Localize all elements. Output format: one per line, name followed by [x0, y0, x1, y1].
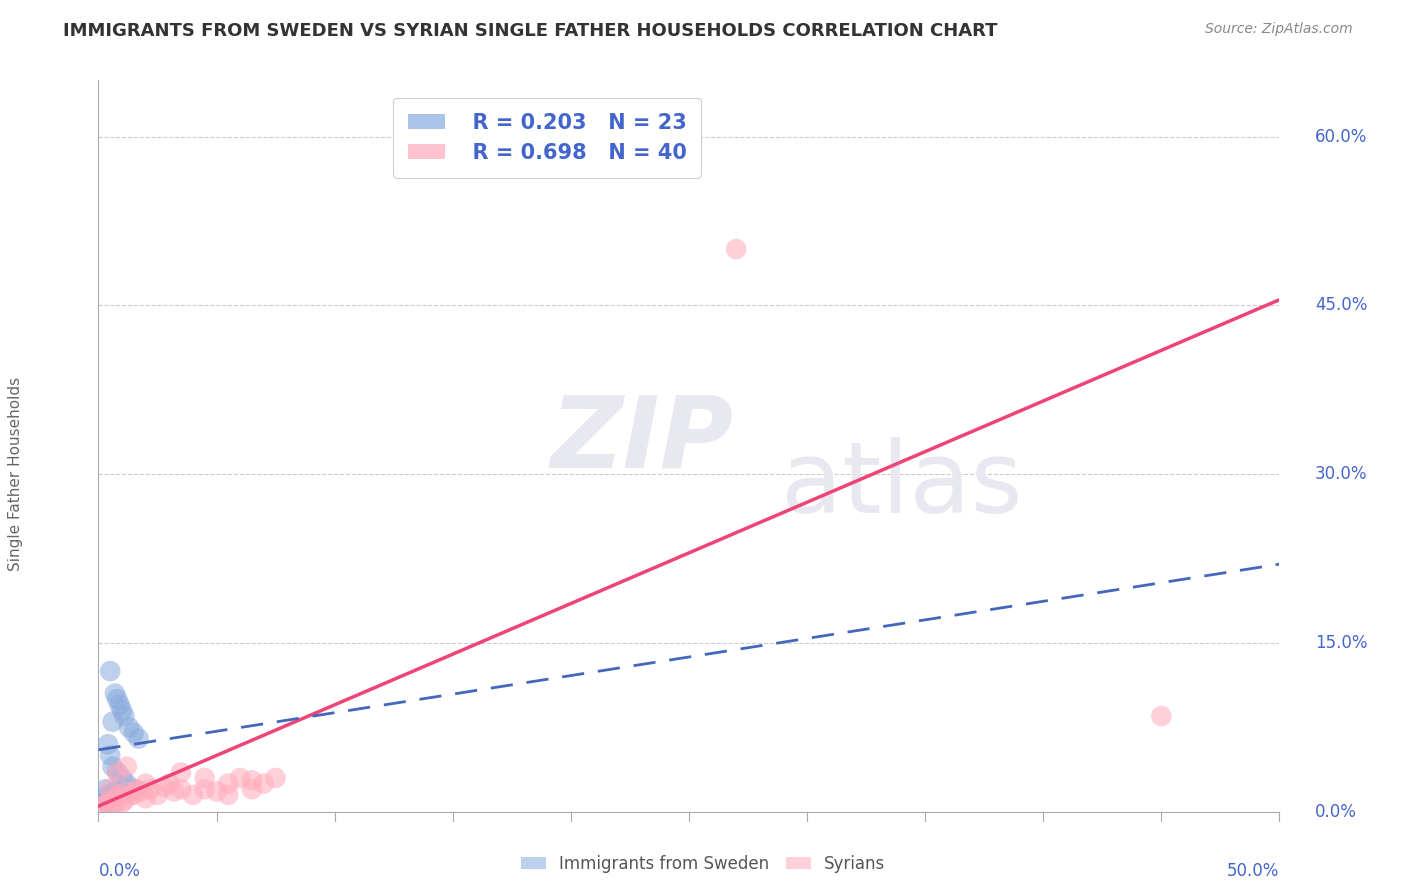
Point [115, 760, 138, 774]
Point [139, 782, 162, 797]
Point [104, 791, 127, 805]
Point [94, 799, 117, 814]
Point [1150, 709, 1173, 723]
Point [104, 784, 127, 798]
Point [229, 771, 252, 785]
Point [105, 692, 128, 706]
Point [122, 726, 145, 740]
Point [122, 788, 145, 802]
Text: 15.0%: 15.0% [1315, 634, 1368, 652]
Text: Source: ZipAtlas.com: Source: ZipAtlas.com [1205, 22, 1353, 37]
Point [108, 698, 131, 712]
Point [111, 796, 134, 810]
Point [240, 773, 263, 788]
Point [725, 242, 748, 256]
Point [111, 771, 134, 785]
Point [146, 788, 169, 802]
Point [163, 784, 186, 798]
Point [240, 782, 263, 797]
Point [170, 765, 193, 780]
Point [115, 784, 138, 798]
Text: 0.0%: 0.0% [1315, 803, 1357, 821]
Point [91, 799, 114, 814]
Point [108, 788, 131, 802]
Point [118, 720, 141, 734]
Point [157, 776, 180, 790]
Text: 30.0%: 30.0% [1315, 465, 1368, 483]
Point [181, 788, 204, 802]
Point [194, 782, 217, 797]
Point [122, 782, 145, 797]
Point [153, 780, 176, 794]
Point [98, 793, 121, 807]
Point [101, 760, 124, 774]
Point [264, 771, 287, 785]
Point [97, 796, 120, 810]
Point [135, 776, 157, 790]
Point [205, 784, 228, 798]
Point [104, 687, 127, 701]
Point [129, 784, 152, 798]
Point [128, 731, 150, 746]
Text: Single Father Households: Single Father Households [8, 377, 24, 571]
Legend:   R = 0.203   N = 23,   R = 0.698   N = 40: R = 0.203 N = 23, R = 0.698 N = 40 [394, 98, 702, 178]
Point [98, 748, 121, 763]
Text: 45.0%: 45.0% [1315, 296, 1367, 314]
Text: 50.0%: 50.0% [1227, 863, 1279, 880]
Point [121, 788, 143, 802]
Point [112, 793, 135, 807]
Point [170, 782, 193, 797]
Point [105, 795, 128, 809]
Point [101, 714, 124, 729]
Point [101, 799, 124, 814]
Point [98, 664, 121, 678]
Point [105, 765, 128, 780]
Text: 60.0%: 60.0% [1315, 128, 1367, 145]
Point [97, 788, 120, 802]
Point [101, 797, 124, 812]
Point [217, 776, 239, 790]
Legend: Immigrants from Sweden, Syrians: Immigrants from Sweden, Syrians [515, 848, 891, 880]
Point [105, 765, 128, 780]
Point [111, 703, 134, 717]
Point [194, 771, 217, 785]
Point [98, 793, 121, 807]
Point [112, 709, 135, 723]
Point [217, 788, 239, 802]
Point [98, 782, 121, 797]
Text: IMMIGRANTS FROM SWEDEN VS SYRIAN SINGLE FATHER HOUSEHOLDS CORRELATION CHART: IMMIGRANTS FROM SWEDEN VS SYRIAN SINGLE … [63, 22, 998, 40]
Point [115, 776, 138, 790]
Point [91, 796, 114, 810]
Point [94, 782, 117, 797]
Text: atlas: atlas [780, 437, 1022, 534]
Point [125, 782, 148, 797]
Point [253, 776, 276, 790]
Point [97, 737, 120, 751]
Point [135, 791, 157, 805]
Text: ZIP: ZIP [550, 392, 733, 489]
Text: 0.0%: 0.0% [98, 863, 141, 880]
